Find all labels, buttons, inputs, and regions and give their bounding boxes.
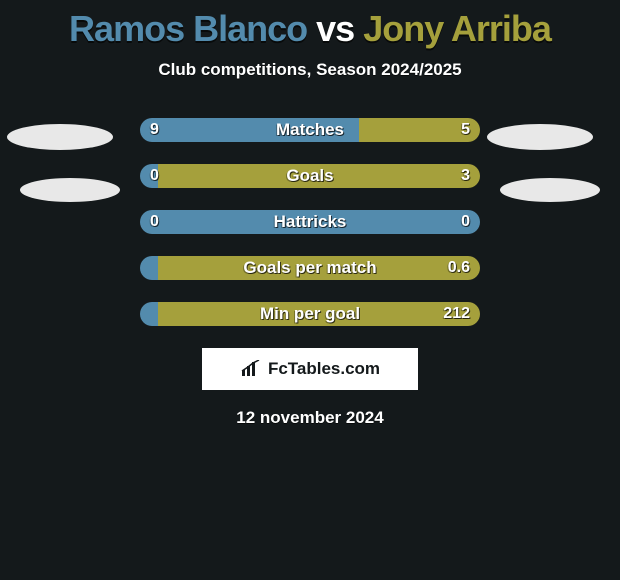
stat-row: Hattricks0 0 [0,210,620,234]
stat-value-right: 3 [461,164,470,188]
fctables-logo: FcTables.com [202,348,418,390]
stat-label: Matches [140,118,480,142]
stat-label: Hattricks [140,210,480,234]
player-photo-placeholder [500,178,600,202]
player-photo-placeholder [7,124,113,150]
player-photo-placeholder [20,178,120,202]
player2-name: Jony Arriba [363,8,551,49]
stat-value-left: 9 [150,118,159,142]
stat-row: Goals per match0.6 [0,256,620,280]
player-photo-placeholder [487,124,593,150]
stat-value-right: 0 [461,210,470,234]
stat-label: Goals [140,164,480,188]
stat-value-right: 212 [443,302,470,326]
comparison-title: Ramos Blanco vs Jony Arriba [0,0,620,50]
stat-value-right: 5 [461,118,470,142]
stat-label: Min per goal [140,302,480,326]
player1-name: Ramos Blanco [69,8,307,49]
stat-row: Min per goal212 [0,302,620,326]
bar-chart-icon [240,360,262,378]
date-label: 12 november 2024 [0,408,620,428]
vs-separator: vs [316,8,354,49]
stat-value-left: 0 [150,164,159,188]
stat-value-right: 0.6 [448,256,470,280]
stat-label: Goals per match [140,256,480,280]
stat-value-left: 0 [150,210,159,234]
logo-text: FcTables.com [268,359,380,379]
subtitle: Club competitions, Season 2024/2025 [0,60,620,80]
